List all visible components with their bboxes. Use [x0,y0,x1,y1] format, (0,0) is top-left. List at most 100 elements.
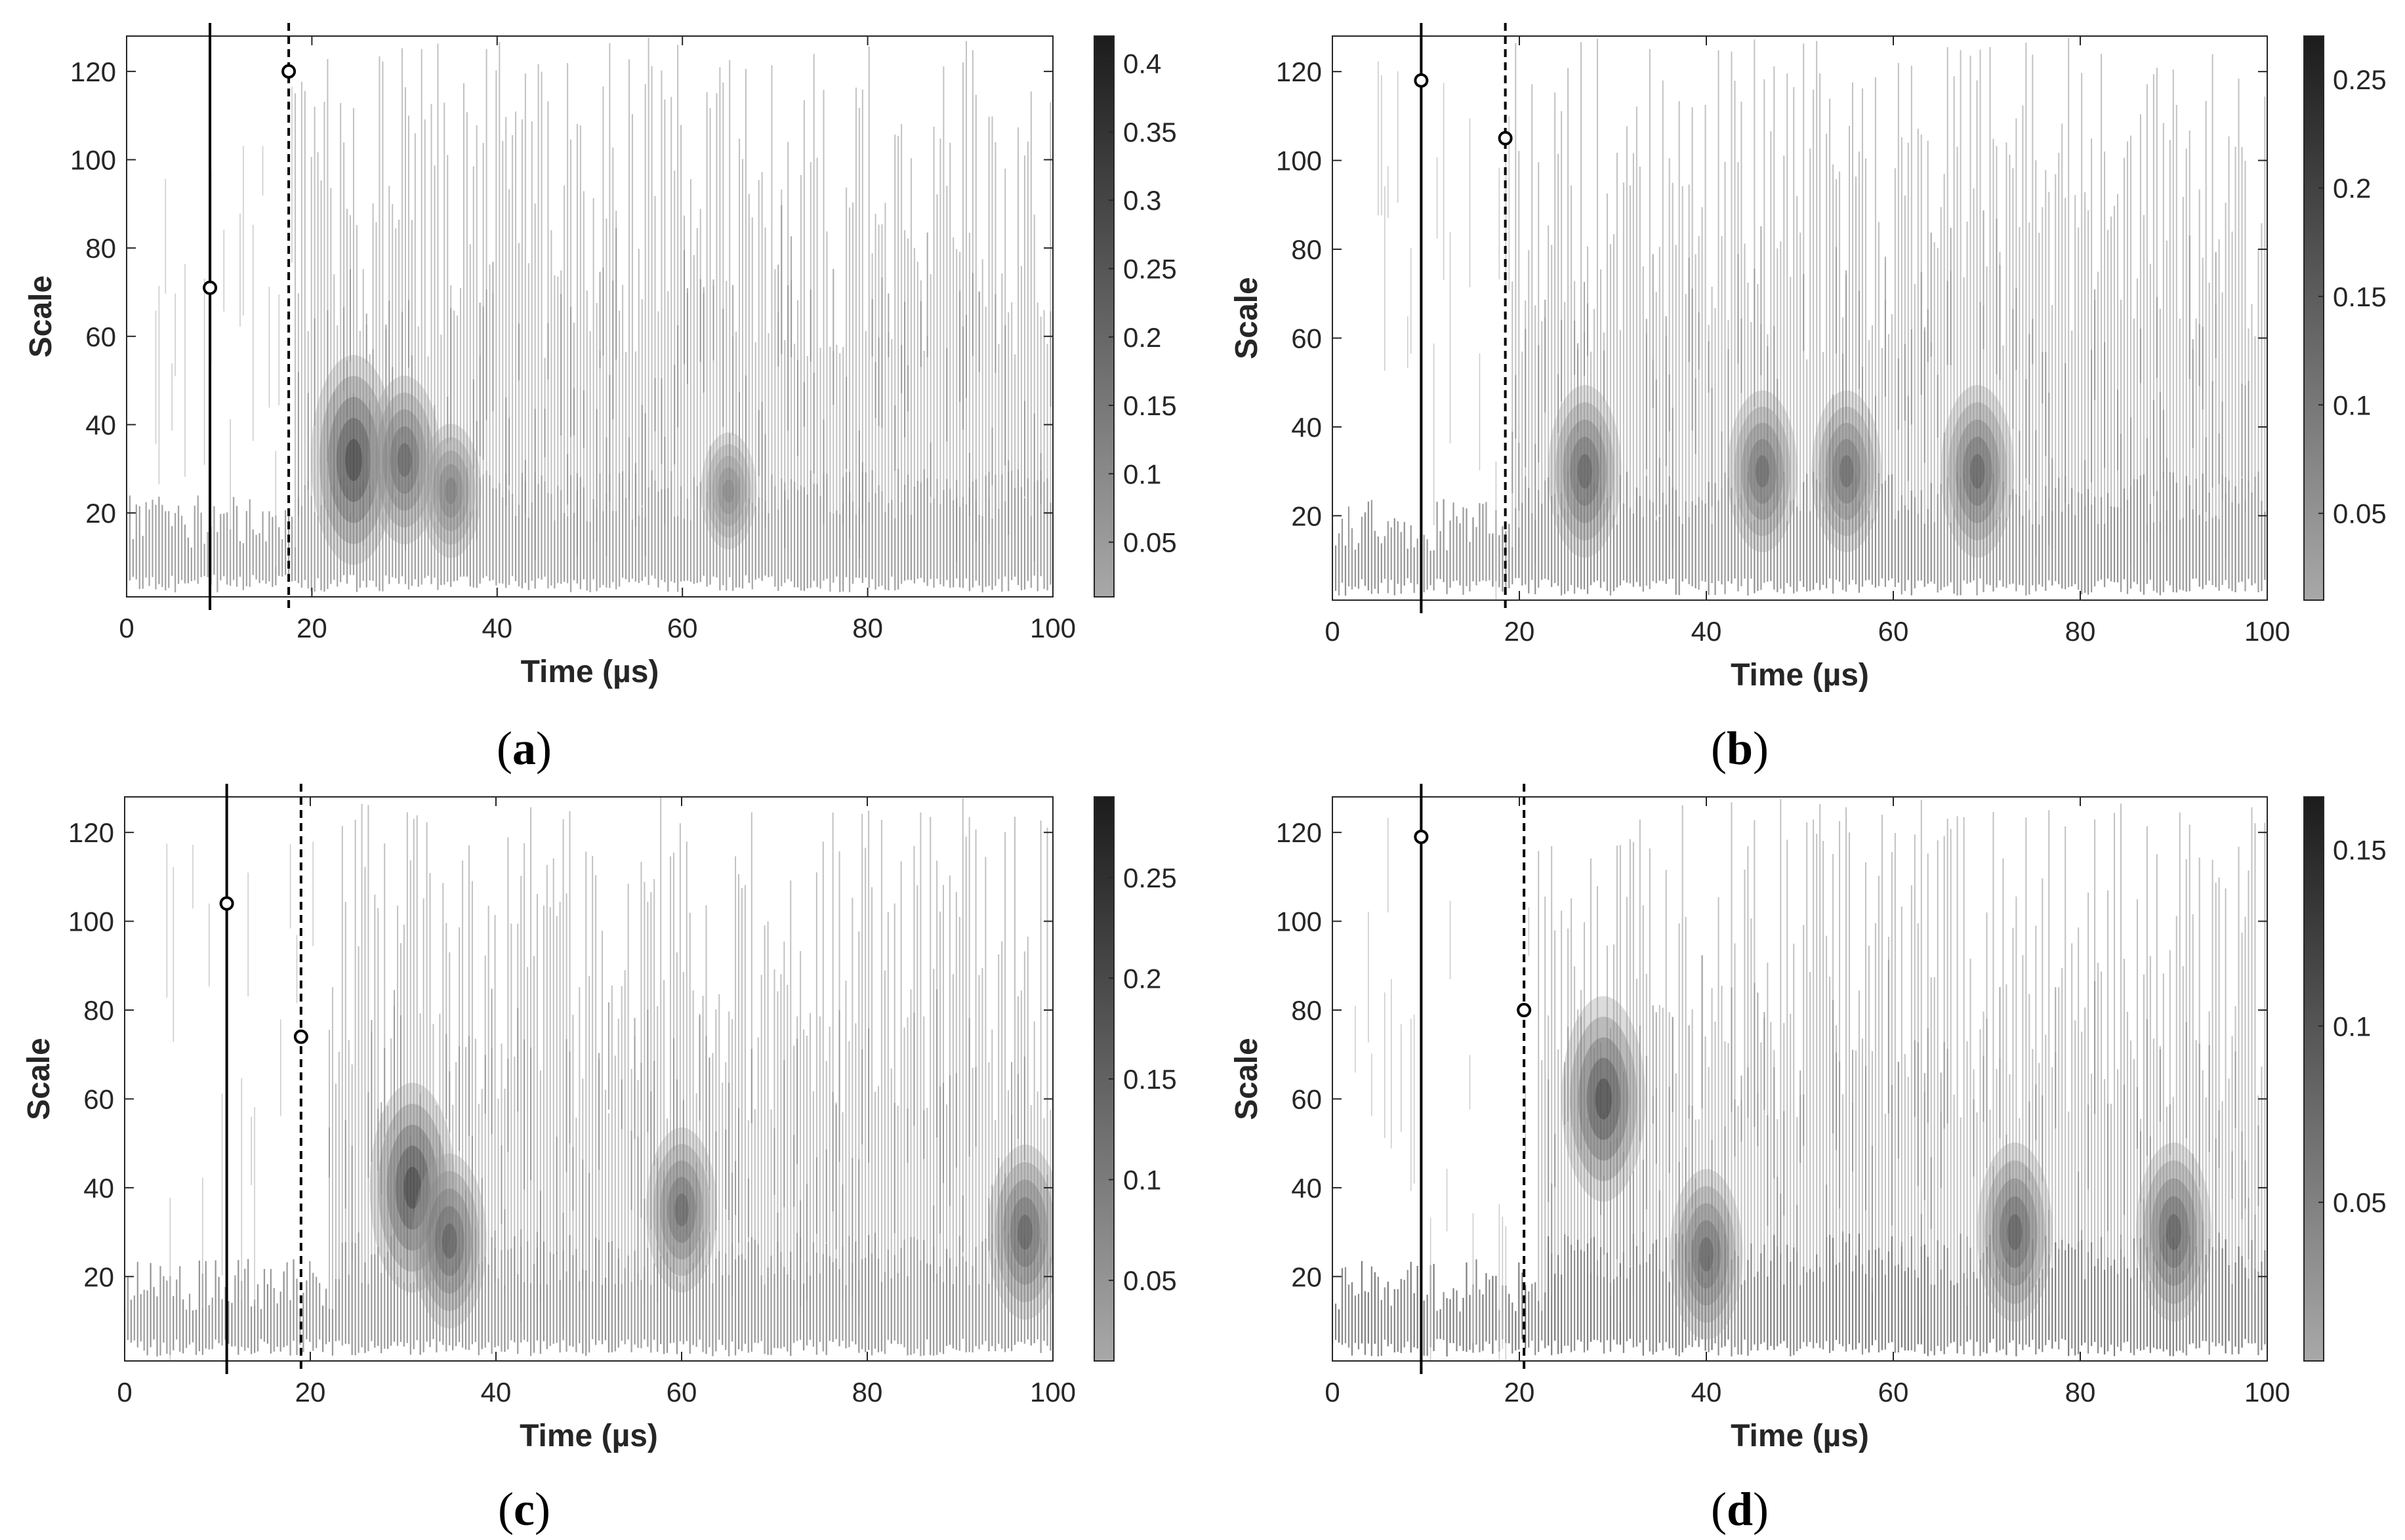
x-tick-label: 80 [852,1377,883,1408]
y-tick-label: 20 [1291,500,1322,531]
y-tick-label: 120 [68,817,114,848]
x-tick-label: 80 [2065,616,2096,647]
colorbar-tick-label: 0.2 [1123,322,1161,353]
hotspot-2-layer [438,464,463,518]
hotspot-3-layer [1948,402,2007,540]
hotspot-2-layer [2000,1196,2030,1268]
hotspot-0-layer [395,1145,430,1230]
marker-0 [219,896,234,911]
hotspot-0-layer [386,1124,438,1251]
x-tick-label: 0 [119,613,134,643]
hotspot-3-layer [1970,454,1985,489]
colorbar-tick-label: 0.1 [1123,458,1161,489]
y-tick-label: 20 [83,1261,114,1292]
colorbar-tick-label: 0.1 [2333,1011,2371,1042]
colorbar-tick-label: 0.15 [1123,390,1177,421]
y-tick-label: 40 [1291,1173,1322,1204]
y-axis-label: Scale [24,275,58,357]
hotspot-0-layer [1555,402,1614,540]
plot-frame [124,796,1054,1362]
hotspot-1-layer [420,1171,480,1311]
hotspot-3 [701,432,757,550]
colorbar-tick-label: 0.1 [1123,1165,1161,1196]
hotspot-1-layer [397,443,412,477]
hotspot-2 [646,1127,718,1293]
y-tick-label: 120 [70,56,116,87]
y-tick-label: 100 [70,145,116,176]
x-tick-label: 60 [667,613,698,643]
scalogram [125,797,1053,1361]
hotspot-0-layer [1577,454,1592,489]
scalogram [1332,37,2266,600]
hotspot-2-layer [1832,439,1861,504]
x-tick-label: 100 [1030,613,1076,643]
x-tick-label: 100 [2244,616,2290,647]
hotspot-3-layer [1018,1214,1033,1250]
colorbar-tick-label: 0.2 [2333,173,2371,204]
hotspot-0 [1561,996,1646,1202]
x-tick-label: 100 [2244,1377,2290,1408]
x-axis-label: Time (µs) [520,1419,658,1453]
hotspot-1 [368,375,441,544]
plot-frame [1332,796,2268,1362]
hotspot-3 [2135,1142,2212,1322]
y-tick-label: 20 [85,498,116,529]
marker-1 [281,64,297,79]
hotspot-2-layer [1984,1160,2045,1304]
hotspot-3-layer [712,455,746,526]
x-tick-label: 0 [117,1377,132,1408]
hotspot-0 [310,355,396,565]
hotspot-3-layer [1002,1179,1048,1285]
hotspot-1-layer [442,1223,457,1259]
hotspot-1-layer [1741,422,1784,520]
y-tick-label: 100 [1276,146,1322,176]
hotspot-1-layer [390,426,419,494]
marker-1 [1517,1003,1532,1018]
hotspot-2-layer [1992,1178,2038,1286]
hotspot-1-layer [1677,1186,1736,1323]
y-tick-label: 80 [83,995,114,1026]
hotspot-2-layer [667,1177,696,1244]
x-tick-label: 80 [2065,1377,2096,1408]
y-tick-label: 120 [1276,56,1322,87]
x-axis-label: Time (µs) [521,655,659,689]
colorbar-tick-label: 0.35 [1123,117,1177,148]
hotspot-2-layer [1825,422,1868,520]
y-tick-label: 60 [85,321,116,352]
hotspot-1 [1727,390,1798,552]
colorbar-tick-label: 0.25 [2333,64,2387,95]
x-tick-label: 20 [297,613,327,643]
colorbar-tick-label: 0.2 [1123,963,1161,994]
colorbar-tick-label: 0.25 [1123,862,1177,893]
y-tick-label: 80 [1291,234,1322,265]
y-tick-label: 40 [83,1173,114,1204]
hotspot-1-layer [1684,1203,1729,1306]
hotspot-1-layer [1748,439,1777,504]
hotspot-0-layer [1586,1057,1620,1141]
x-tick-label: 80 [852,613,883,643]
scalogram [127,37,1052,593]
x-tick-label: 60 [1878,616,1909,647]
x-axis-label: Time (µs) [1731,1419,1869,1453]
hotspot-0-layer [403,1166,421,1209]
y-tick-label: 40 [1291,412,1322,443]
hotspot-1 [412,1153,487,1329]
hotspot-2-layer [674,1193,689,1226]
colorbar-tick-label: 0.05 [2333,1187,2387,1218]
marker-0 [1414,73,1429,88]
hotspot-3-layer [2158,1196,2189,1268]
hotspot-0-layer [1570,1017,1637,1181]
hotspot-0-layer [1563,419,1607,523]
hotspot-3-layer [717,467,740,515]
hotspot-2-layer [1819,406,1875,537]
hotspot-2-layer [444,477,457,504]
colorbar-tick-label: 0.15 [2333,835,2387,866]
y-tick-label: 80 [1291,995,1322,1026]
marker-0 [203,280,218,295]
colorbar-tick-label: 0.05 [1123,527,1177,558]
panel-c: 0 20 40 60 80 100 20 40 60 80 100 120 Time (µs) Scale… [22,784,1177,1535]
x-tick-label: 20 [295,1377,326,1408]
y-axis-label: Scale [1229,1038,1264,1120]
colorbar-tick-label: 0.3 [1123,185,1161,216]
